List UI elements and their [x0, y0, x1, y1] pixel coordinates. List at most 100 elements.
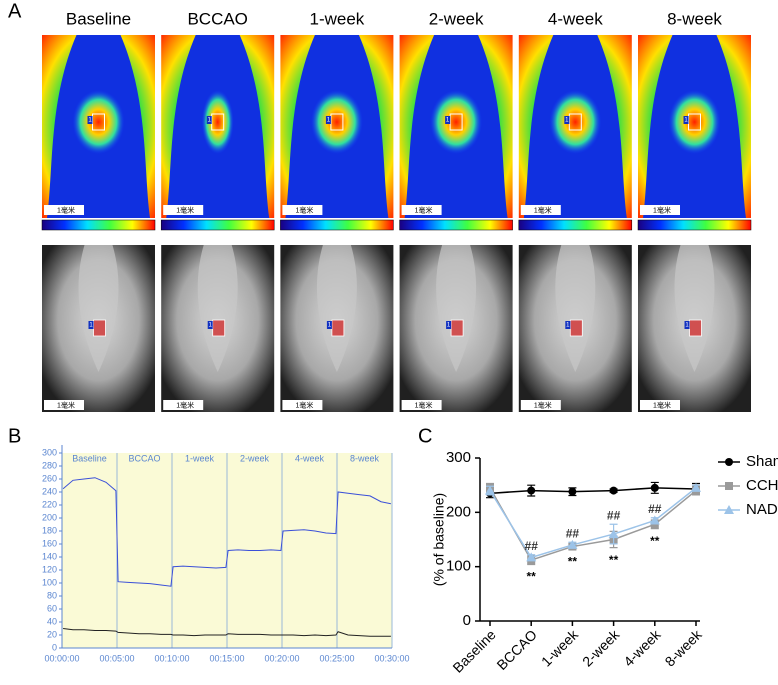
- scale-label: 1毫米: [415, 205, 433, 214]
- point: [650, 483, 659, 492]
- x-tick-label: 00:00:00: [44, 653, 79, 663]
- x-tick-label: 8-week: [662, 626, 706, 670]
- perfusion-image: 1 1毫米: [518, 35, 633, 231]
- y-tick-label: 40: [47, 616, 57, 626]
- legend-marker: [724, 505, 734, 514]
- image-spot: [430, 90, 483, 154]
- perfusion-image: 1 1毫米: [160, 35, 275, 231]
- scale-box: [520, 205, 561, 215]
- column-header: 4-week: [548, 9, 603, 28]
- roi-label: 1: [88, 118, 92, 124]
- photo-image: 1 1毫米: [161, 245, 275, 412]
- photo-head: [316, 245, 357, 372]
- column-header: 8-week: [667, 9, 722, 28]
- scale-label: 1毫米: [534, 400, 552, 409]
- significance-mark: ##: [566, 526, 580, 540]
- photo-image: 1 1毫米: [280, 245, 394, 412]
- color-bar: [518, 219, 633, 231]
- x-tick-label: 00:25:00: [319, 653, 354, 663]
- roi-badge: [326, 321, 332, 329]
- photo-image: 1 1毫米: [42, 245, 155, 412]
- scale-label: 1毫米: [415, 400, 433, 409]
- y-tick-label: 20: [47, 629, 57, 639]
- scale-box: [163, 205, 204, 215]
- x-tick-label: Baseline: [449, 626, 498, 675]
- y-tick-label: 0: [463, 612, 471, 629]
- scale-label: 1毫米: [653, 400, 671, 409]
- panel-b: 0 20 40 60 80 100 120 140 160 180 200 220 240 260 280 3…: [42, 445, 410, 663]
- point: [608, 529, 619, 539]
- roi-badge: [206, 116, 212, 124]
- legend-label: NAD⁺: [746, 501, 778, 518]
- perfusion-image: 1 1毫米: [280, 35, 394, 231]
- roi-badge: [684, 321, 690, 329]
- scale-box: [44, 205, 84, 215]
- roi-label: 1: [566, 323, 570, 329]
- scale-box: [163, 400, 204, 410]
- scale-label: 1毫米: [295, 205, 313, 214]
- scale-box: [282, 400, 323, 410]
- image-spot: [549, 90, 602, 154]
- point: [567, 539, 578, 549]
- series-line: [489, 487, 697, 562]
- perfusion-image: 1 1毫米: [637, 35, 752, 231]
- roi-box: [93, 319, 106, 337]
- scale-label: 1毫米: [176, 400, 194, 409]
- panel-label: B: [8, 425, 21, 447]
- y-axis-label: (% of baseline): [431, 493, 447, 586]
- color-bar: [399, 219, 513, 231]
- roi-badge: [683, 116, 689, 124]
- significance-mark: **: [609, 553, 619, 567]
- roi-badge: [207, 321, 213, 329]
- panel-a: Baseline11毫米11毫米BCCAO11毫米11毫米1-week11毫米1…: [41, 9, 752, 412]
- roi-badge: [87, 116, 93, 124]
- color-bar: [637, 219, 752, 231]
- segment-label: 1-week: [185, 453, 215, 463]
- roi-badge: [564, 116, 570, 124]
- color-bar: [280, 219, 394, 231]
- x-tick-label: BCCAO: [493, 626, 540, 673]
- point: [527, 486, 536, 495]
- column-header: BCCAO: [187, 9, 247, 28]
- roi-box: [331, 319, 345, 337]
- significance-mark: ##: [607, 508, 621, 522]
- series-line: [489, 487, 697, 495]
- segment-label: Baseline: [72, 453, 107, 463]
- roi-label: 1: [89, 323, 93, 329]
- scale-label: 1毫米: [57, 205, 75, 214]
- roi-box: [212, 319, 226, 337]
- point: [609, 486, 618, 495]
- roi-badge: [325, 116, 331, 124]
- roi-label: 1: [209, 323, 213, 329]
- roi-label: 1: [328, 323, 332, 329]
- image-spot: [310, 90, 363, 154]
- photo-head: [197, 245, 238, 372]
- roi-label: 1: [685, 323, 689, 329]
- scale-box: [640, 205, 680, 215]
- x-tick-label: 1-week: [538, 626, 582, 670]
- roi-label: 1: [565, 118, 569, 124]
- color-bar: [41, 219, 156, 231]
- photo-image: 1 1毫米: [518, 245, 632, 412]
- photo-image: 1 1毫米: [399, 245, 513, 412]
- significance-mark: ##: [648, 502, 662, 516]
- scale-box: [282, 205, 323, 215]
- roi-label: 1: [447, 323, 451, 329]
- roi-badge: [88, 321, 94, 329]
- roi-label: 1: [327, 118, 331, 124]
- color-bar: [160, 219, 275, 231]
- scale-label: 1毫米: [176, 205, 194, 214]
- photo-head: [436, 245, 477, 372]
- point: [649, 515, 660, 525]
- x-tick-label: 00:10:00: [154, 653, 189, 663]
- y-tick-label: 100: [42, 577, 57, 587]
- significance-mark: **: [650, 534, 660, 548]
- y-tick-label: 200: [446, 503, 471, 520]
- panel-label: A: [8, 0, 22, 22]
- x-tick-label: 00:05:00: [99, 653, 134, 663]
- y-tick-label: 120: [42, 564, 57, 574]
- column-header: 1-week: [309, 9, 364, 28]
- trace-line: [62, 477, 391, 587]
- panel-label: C: [418, 425, 432, 447]
